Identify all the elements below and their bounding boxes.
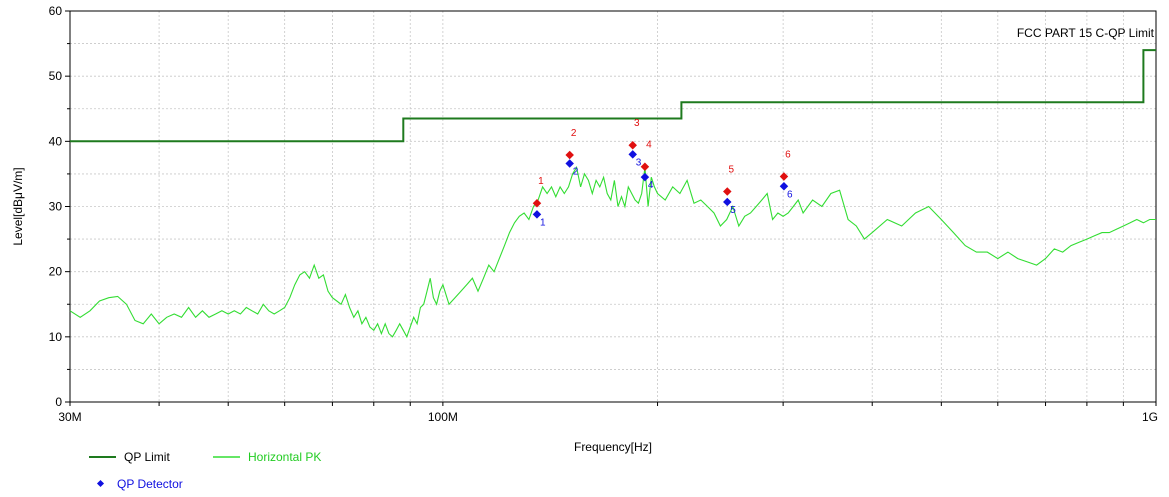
legend-label-qp-detector: QP Detector <box>117 477 183 491</box>
peak-marker-label: 6 <box>785 150 791 161</box>
qp-marker-label: 5 <box>730 205 736 216</box>
peak-marker <box>723 187 732 196</box>
y-tick-label: 50 <box>49 69 63 83</box>
x-tick-label: 100M <box>428 410 458 424</box>
legend-label-qp-limit: QP Limit <box>124 450 170 464</box>
peak-marker-label: 5 <box>728 165 734 176</box>
limit-annotation: FCC PART 15 C-QP Limit <box>1017 26 1155 40</box>
peak-marker <box>565 150 574 160</box>
peak-marker <box>640 162 650 171</box>
qp-marker-label: 1 <box>540 217 546 228</box>
qp-marker-label: 2 <box>573 166 579 177</box>
x-axis-label: Frequency[Hz] <box>574 440 652 454</box>
x-tick-label: 30M <box>58 410 81 424</box>
y-tick-label: 60 <box>49 4 63 18</box>
y-axis-label: Level[dBμV/m] <box>11 167 25 245</box>
y-tick-label: 30 <box>49 200 63 214</box>
series-layer <box>69 49 1156 339</box>
series-horizontal-pk <box>69 165 1156 339</box>
y-tick-label: 40 <box>49 134 63 148</box>
legend-swatch-qp-detector <box>96 479 105 488</box>
qp-marker-label: 6 <box>787 189 793 200</box>
peak-marker <box>628 141 637 150</box>
peak-marker-label: 3 <box>634 118 640 129</box>
grid-lines <box>70 11 1156 402</box>
series-qp-limit <box>70 49 1156 143</box>
legend-label-horizontal-pk: Horizontal PK <box>248 450 321 464</box>
axis-ticks: 0 10 20 30 40 50 60 30M 100M 1G <box>49 4 1158 424</box>
y-tick-label: 0 <box>55 395 62 409</box>
legend: QP Limit Horizontal PK QP Detector <box>89 450 321 491</box>
peak-marker-label: 1 <box>538 176 544 187</box>
x-tick-label: 1G <box>1142 410 1158 424</box>
peak-marker-label: 2 <box>571 128 577 139</box>
peak-marker-label: 4 <box>646 140 652 151</box>
plot-frame <box>69 10 1157 403</box>
y-tick-label: 10 <box>49 330 63 344</box>
y-tick-label: 20 <box>49 265 63 279</box>
qp-marker-label: 3 <box>636 157 642 168</box>
qp-marker-label: 4 <box>648 180 654 191</box>
